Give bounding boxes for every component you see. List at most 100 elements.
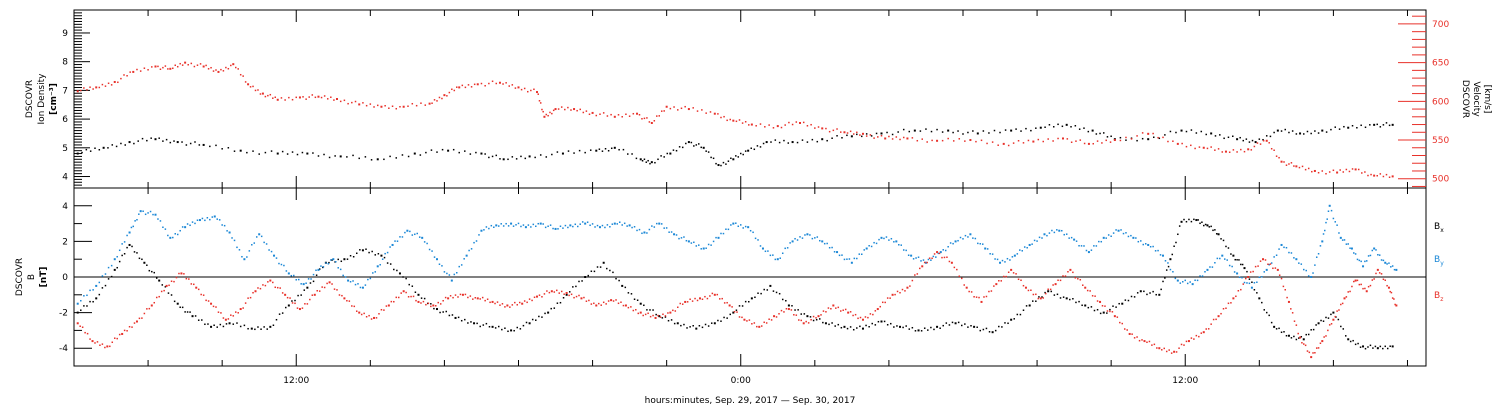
by-point	[1199, 275, 1201, 277]
density-point	[1158, 137, 1161, 140]
by-point	[342, 274, 344, 277]
density-point	[601, 150, 604, 152]
b-tick-label: 4	[62, 202, 68, 212]
by-point	[613, 222, 616, 225]
density-point	[1152, 136, 1155, 139]
velocity-point	[1057, 137, 1059, 140]
velocity-point	[476, 83, 479, 86]
bz-point	[607, 300, 610, 302]
bz-point	[313, 293, 316, 296]
bz-point	[1262, 258, 1265, 261]
density-point	[1291, 130, 1294, 132]
by-point	[167, 234, 169, 237]
bx-point	[513, 329, 515, 332]
by-point	[352, 280, 354, 282]
bx-point	[161, 284, 164, 286]
bz-point	[1338, 309, 1340, 311]
by-point	[1201, 275, 1204, 277]
velocity-point	[1181, 142, 1183, 145]
density-point	[993, 129, 996, 132]
by-point	[441, 265, 443, 267]
bz-point	[1393, 298, 1395, 300]
by-point	[273, 254, 276, 257]
bz-point	[289, 297, 291, 299]
density-point	[1351, 124, 1354, 127]
bx-point	[1001, 326, 1003, 328]
bx-point	[1109, 308, 1111, 311]
by-point	[572, 225, 574, 228]
bz-point	[452, 296, 454, 299]
velocity-point	[1147, 132, 1150, 135]
bz-point	[326, 282, 328, 285]
bz-point	[662, 313, 664, 316]
bz-point	[1072, 271, 1074, 274]
bz-point	[701, 298, 704, 300]
by-point	[801, 237, 804, 239]
velocity-point	[1083, 142, 1086, 145]
velocity-point	[395, 107, 398, 110]
velocity-point	[975, 140, 977, 143]
bz-point	[397, 296, 400, 299]
by-point	[685, 239, 688, 242]
velocity-point	[814, 127, 816, 129]
bz-point	[1200, 332, 1203, 334]
bz-point	[543, 293, 546, 295]
bz-point	[1347, 291, 1349, 293]
velocity-point	[1075, 140, 1077, 142]
bz-point	[904, 290, 906, 292]
bx-point	[1240, 263, 1242, 266]
density-point	[1388, 124, 1391, 127]
by-point	[315, 269, 317, 272]
by-point	[539, 222, 542, 225]
bx-point	[550, 307, 552, 310]
by-point	[473, 241, 475, 244]
bz-point	[1227, 302, 1230, 305]
density-point	[323, 153, 325, 156]
bx-point	[1022, 309, 1025, 311]
density-point	[685, 142, 687, 145]
by-point	[458, 265, 460, 268]
by-point	[1375, 249, 1377, 251]
bx-point	[1300, 335, 1303, 338]
density-point	[545, 156, 548, 158]
bz-point	[247, 297, 249, 299]
density-point	[967, 131, 969, 134]
density-point	[1343, 125, 1345, 128]
by-point	[86, 294, 88, 297]
by-point	[255, 236, 258, 238]
by-point	[1070, 236, 1073, 239]
bx-point	[945, 322, 948, 324]
bx-point	[1075, 301, 1077, 304]
bz-point	[185, 277, 188, 280]
density-point	[947, 129, 950, 132]
by-point	[327, 262, 330, 265]
velocity-point	[755, 125, 757, 127]
bz-point	[1340, 303, 1342, 306]
by-point	[720, 232, 722, 235]
by-point	[1338, 232, 1340, 234]
density-point	[1245, 138, 1248, 140]
by-point	[1127, 235, 1130, 238]
bx-point	[1256, 292, 1258, 294]
bz-point	[546, 290, 548, 292]
by-point	[670, 231, 673, 233]
bz-point	[647, 312, 649, 315]
density-point	[765, 141, 768, 144]
bx-point	[181, 306, 184, 309]
by-point	[1176, 279, 1179, 282]
density-point	[447, 149, 450, 152]
bz-point	[267, 281, 269, 283]
by-point	[1214, 262, 1216, 264]
density-point	[137, 140, 139, 142]
bx-point	[1167, 265, 1170, 268]
bz-point	[252, 291, 254, 294]
velocity-point	[873, 137, 875, 139]
bz-point	[985, 295, 988, 298]
bx-point	[355, 252, 358, 255]
density-point	[722, 161, 725, 164]
bx-point	[89, 300, 91, 303]
bz-point	[536, 295, 539, 298]
by-point	[359, 286, 362, 289]
density-point	[258, 153, 260, 155]
density-point	[1035, 127, 1037, 129]
